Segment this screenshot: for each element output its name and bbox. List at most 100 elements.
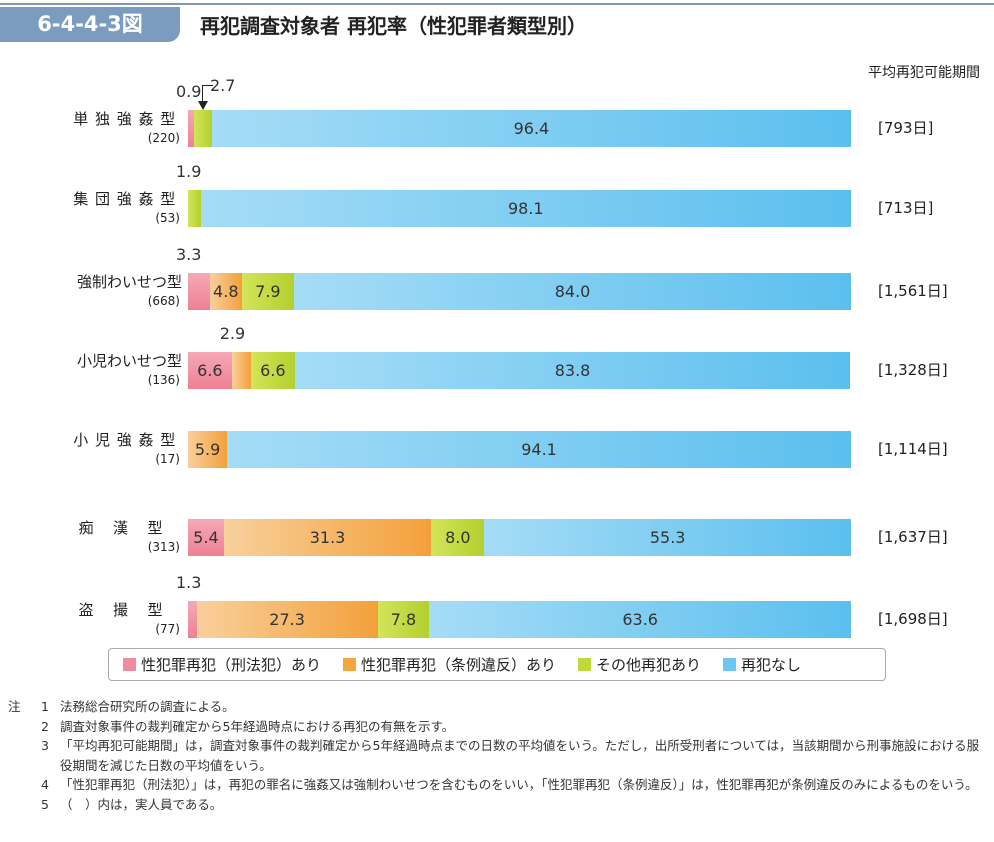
note-number: 2 [41, 718, 49, 734]
bar-segment [431, 519, 485, 556]
legend-swatch [578, 658, 592, 671]
data-label: 5.9 [194, 440, 221, 459]
bar-segment [188, 352, 232, 389]
bar-segment [223, 519, 432, 556]
legend-label: その他再犯あり [596, 656, 702, 674]
category-label: 小児強姦型 [73, 431, 182, 449]
arrow-head-icon [197, 101, 208, 110]
legend-item: その他再犯あり [578, 654, 701, 675]
note: 5 （ ）内は，実人員である。 [8, 795, 990, 815]
note: 3 「平均再犯可能期間」は，調査対象事件の裁判確定から5年経過時点までの日数の平均… [8, 736, 990, 775]
days-value: [793日] [878, 119, 934, 137]
bar-segment [429, 601, 851, 638]
data-label: 84.0 [554, 282, 591, 301]
data-label: 63.6 [622, 610, 658, 629]
note-text: （ ）内は，実人員である。 [60, 796, 223, 812]
bar-segment [188, 601, 197, 638]
category-count: (53) [155, 211, 180, 225]
note-marker [8, 736, 30, 775]
days-column-header: 平均再犯可能期間 [868, 65, 980, 81]
category-label: 集団強姦型 [73, 190, 182, 208]
data-label: 7.9 [255, 282, 281, 301]
category-count: (220) [147, 131, 180, 145]
days-value: [713日] [878, 199, 934, 217]
note-number: 4 [41, 777, 49, 792]
legend: 性犯罪再犯（刑法犯）あり 性犯罪再犯（条例違反）あり その他再犯あり 再犯なし [108, 648, 886, 681]
bar-segment [231, 352, 251, 389]
category-label: 単独強姦型 [73, 110, 182, 128]
data-label: 94.1 [521, 440, 557, 459]
data-label: 96.4 [513, 119, 550, 138]
callout-arrow-icon [201, 85, 213, 104]
category-count: (313) [147, 540, 180, 554]
data-label: 83.8 [554, 361, 591, 380]
bar-segment [188, 519, 224, 556]
legend-label: 性犯罪再犯（条例違反）あり [361, 656, 557, 674]
note-marker [8, 795, 30, 815]
note-text: 「平均再犯可能期間」は，調査対象事件の裁判確定から5年経過時点までの日数の平均値… [60, 738, 980, 773]
days-value: [1,114日] [878, 440, 948, 458]
note: 4 「性犯罪再犯（刑法犯）」は，再犯の罪名に強姦又は強制わいせつを含むものをいい，… [8, 775, 990, 795]
bar-segment [209, 273, 242, 310]
legend-item: 再犯なし [723, 654, 801, 675]
note-marker: 注 [8, 699, 21, 714]
days-value: [1,637日] [878, 528, 948, 546]
legend-label: 性犯罪再犯（刑法犯）あり [141, 656, 322, 674]
legend-swatch [723, 658, 737, 671]
category-label: 強制わいせつ型 [76, 273, 182, 291]
note-text: 調査対象事件の裁判確定から5年経過時点における再犯の有無を示す。 [60, 718, 455, 734]
note-number: 5 [41, 796, 49, 812]
bar-segment [196, 601, 378, 638]
data-label: 3.3 [176, 245, 202, 264]
data-label: 31.3 [309, 528, 346, 547]
bar-segment [188, 190, 201, 227]
category-count: (77) [155, 622, 180, 636]
legend-swatch [123, 658, 136, 671]
chart-title: 再犯調査対象者 再犯率（性犯罪者類型別） [200, 14, 587, 38]
data-label: 0.9 [176, 82, 202, 101]
category-label: 痴漢型 [78, 519, 182, 537]
bar-segment [241, 273, 295, 310]
bar-segment [294, 273, 851, 310]
note: 注 1 法務総合研究所の調査による。 [8, 697, 990, 717]
bar-segment [188, 110, 194, 147]
category-count: (17) [155, 452, 180, 466]
note-text: 法務総合研究所の調査による。 [60, 699, 235, 714]
bar-segment [377, 601, 430, 638]
bar-segment [227, 431, 851, 468]
data-label: 2.7 [209, 76, 236, 95]
note-number: 1 [41, 699, 49, 714]
legend-item: 性犯罪再犯（条例違反）あり [343, 654, 556, 675]
days-value: [1,561日] [878, 282, 948, 300]
notes: 注 1 法務総合研究所の調査による。 2 調査対象事件の裁判確定から5年経過時点における… [8, 697, 990, 814]
bar-segment [250, 352, 295, 389]
note-number: 3 [41, 738, 49, 753]
data-label: 4.8 [213, 282, 239, 301]
bar-segment [484, 519, 851, 556]
data-label: 6.6 [197, 361, 223, 380]
data-label: 5.4 [193, 528, 219, 547]
figure-number: 6-4-4-3図 [0, 7, 180, 42]
data-label: 98.1 [507, 199, 544, 218]
days-value: [1,698日] [878, 610, 948, 628]
category-label: 小児わいせつ型 [76, 352, 182, 370]
data-label: 27.3 [269, 610, 305, 629]
note: 2 調査対象事件の裁判確定から5年経過時点における再犯の有無を示す。 [8, 717, 990, 737]
data-label: 55.3 [649, 528, 686, 547]
data-label: 1.9 [176, 162, 202, 181]
data-label: 6.6 [260, 361, 286, 380]
note-marker [8, 775, 30, 795]
bar-segment [200, 190, 851, 227]
bar-segment [188, 431, 228, 468]
bar-segment [294, 352, 851, 389]
category-label: 盗撮型 [78, 601, 182, 619]
note-marker [8, 717, 30, 737]
days-value: [1,328日] [878, 361, 948, 379]
data-label: 7.8 [390, 610, 417, 629]
category-count: (668) [147, 294, 180, 308]
bar-segment [193, 110, 212, 147]
legend-swatch [343, 658, 357, 671]
top-rule [0, 3, 994, 5]
note-text: 「性犯罪再犯（刑法犯）」は，再犯の罪名に強姦又は強制わいせつを含むものをいい，「… [60, 777, 978, 792]
